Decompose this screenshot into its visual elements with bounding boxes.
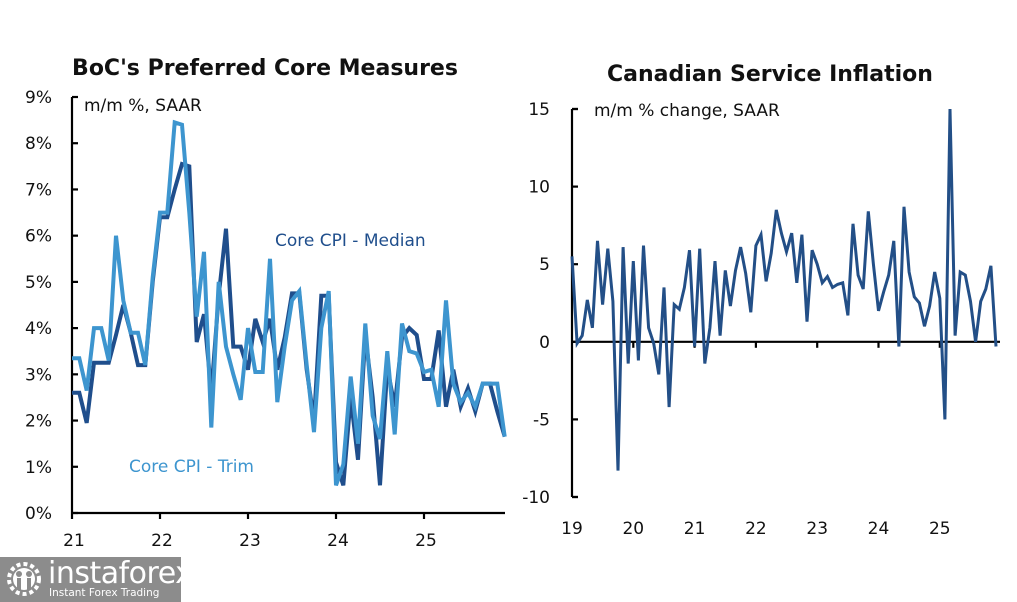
right-chart-title: Canadian Service Inflation [607,62,933,87]
left-x-tick-label: 22 [151,531,173,551]
right-y-tick-label: -10 [522,488,550,508]
service-inflation-chart: Canadian Service Inflation m/m % change,… [522,62,1000,539]
right-x-tick-label: 22 [745,519,767,539]
right-y-tick-label: 0 [539,333,550,353]
right-y-tick-label: 10 [528,178,550,198]
left-y-tick-label: 9% [25,88,52,108]
instaforex-watermark: instaforex Instant Forex Trading [0,557,193,602]
left-y-tick-label: 1% [25,458,52,478]
right-x-tick-label: 25 [929,519,951,539]
left-x-tick-label: 25 [415,531,437,551]
right-y-tick-label: 5 [539,255,550,275]
right-chart-annotation: m/m % change, SAAR [594,101,780,121]
series-line-trim [72,119,507,486]
right-x-tick-label: 21 [684,519,706,539]
left-y-tick-label: 2% [25,412,52,432]
left-chart-title: BoC's Preferred Core Measures [72,56,458,81]
right-x-tick-label: 23 [806,519,828,539]
right-y-tick-label: -5 [533,410,550,430]
left-y-tick-label: 5% [25,273,52,293]
left-y-tick-label: 3% [25,365,52,385]
left-x-tick-label: 24 [327,531,349,551]
left-x-tick-label: 23 [239,531,261,551]
left-y-tick-label: 0% [25,504,52,524]
gear-people-icon [7,562,41,596]
left-y-tick-label: 6% [25,227,52,247]
left-chart-annotation: m/m %, SAAR [84,96,202,116]
watermark-brand: instaforex [48,556,193,591]
left-y-tick-label: 4% [25,319,52,339]
left-y-tick-label: 7% [25,180,52,200]
boc-core-measures-chart: BoC's Preferred Core Measures m/m %, SAA… [25,56,507,551]
left-y-tick-label: 8% [25,134,52,154]
right-x-tick-label: 24 [868,519,890,539]
watermark-tagline: Instant Forex Trading [49,587,160,599]
left-x-tick-label: 21 [63,531,85,551]
legend-label-median: Core CPI - Median [275,231,426,251]
right-y-tick-label: 15 [528,100,550,120]
legend-label-trim: Core CPI - Trim [129,457,254,477]
right-x-tick-label: 20 [622,519,644,539]
series-line-service-inflation [570,108,998,471]
right-x-tick-label: 19 [561,519,583,539]
